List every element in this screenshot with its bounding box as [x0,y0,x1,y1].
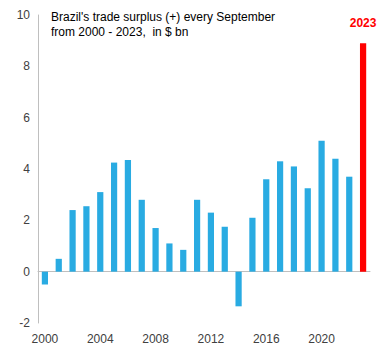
svg-text:2023: 2023 [350,16,377,30]
svg-text:2012: 2012 [198,332,225,346]
svg-text:2020: 2020 [308,332,335,346]
svg-text:2004: 2004 [87,332,114,346]
svg-text:8: 8 [23,59,30,73]
svg-text:0: 0 [23,265,30,279]
svg-text:4: 4 [23,162,30,176]
svg-text:-2: -2 [19,316,30,330]
svg-text:2008: 2008 [142,332,169,346]
svg-text:10: 10 [17,8,31,22]
svg-text:2000: 2000 [32,332,59,346]
svg-text:Brazil's trade surplus (+) eve: Brazil's trade surplus (+) every Septemb… [51,10,275,24]
svg-text:2: 2 [23,213,30,227]
svg-text:from 2000 - 2023, in $ bn: from 2000 - 2023, in $ bn [51,25,188,39]
svg-text:6: 6 [23,111,30,125]
svg-text:2016: 2016 [253,332,280,346]
